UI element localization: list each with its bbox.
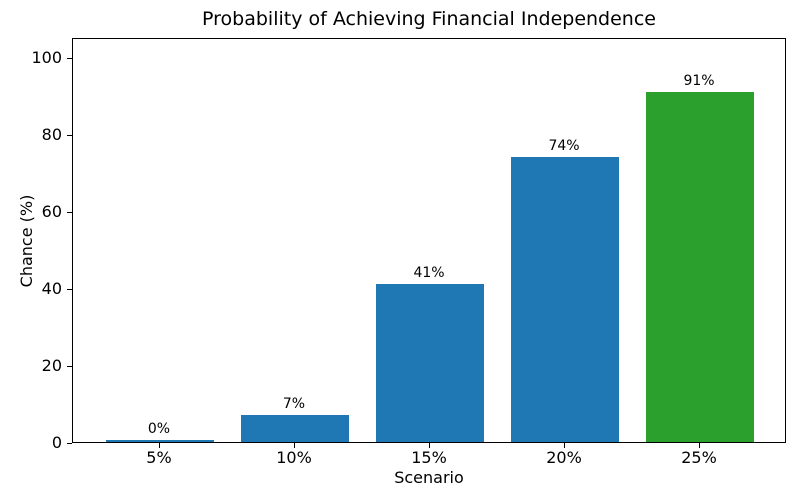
x-tick-label: 5% [146, 448, 172, 467]
x-tick [429, 443, 430, 448]
y-tick [67, 288, 72, 290]
bar [376, 284, 484, 442]
x-tick-label: 15% [411, 448, 447, 467]
y-tick [67, 57, 72, 59]
bar [241, 415, 349, 442]
y-tick-label: 40 [41, 279, 62, 298]
bar-value-label: 91% [683, 73, 715, 89]
plot-area [72, 38, 786, 443]
x-tick [294, 443, 295, 448]
bar-value-label: 7% [282, 396, 306, 412]
x-tick [699, 443, 700, 448]
y-tick-label: 20 [41, 356, 62, 375]
chart-title: Probability of Achieving Financial Indep… [202, 8, 656, 30]
y-tick [67, 442, 72, 444]
x-tick-label: 20% [546, 448, 582, 467]
x-tick-label: 10% [276, 448, 312, 467]
y-tick-label: 80 [41, 125, 62, 144]
x-tick-label: 25% [681, 448, 717, 467]
bar-value-label: 41% [413, 265, 445, 281]
y-tick-label: 100 [31, 48, 62, 67]
y-tick [67, 365, 72, 367]
y-tick-label: 0 [51, 433, 62, 452]
bar [646, 91, 754, 442]
bar-value-label: 0% [147, 421, 171, 437]
y-axis-label: Chance (%) [17, 194, 36, 288]
x-tick [564, 443, 565, 448]
y-tick [67, 211, 72, 213]
x-tick [159, 443, 160, 448]
x-axis-label: Scenario [394, 468, 464, 487]
y-tick-label: 60 [41, 202, 62, 221]
bar [106, 439, 214, 442]
y-tick [67, 134, 72, 136]
bar-value-label: 74% [548, 138, 580, 154]
bar [511, 157, 619, 442]
